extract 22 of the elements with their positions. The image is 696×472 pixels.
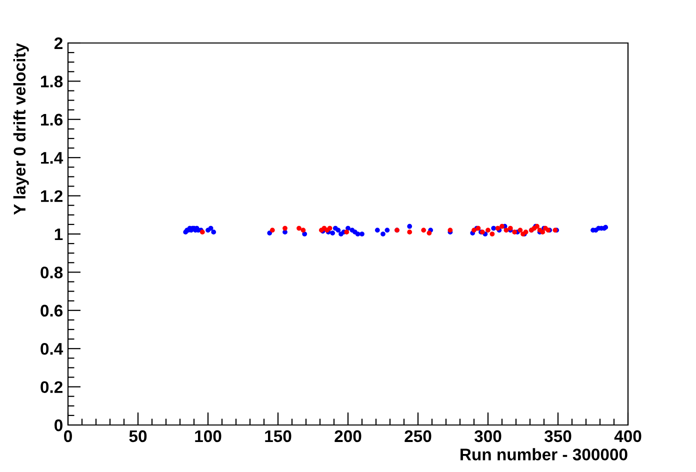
x-tick-label: 250: [404, 430, 432, 442]
x-tick-label: 400: [614, 430, 642, 442]
y-tick-label: 1.4: [41, 152, 64, 164]
y-tick-label: 1: [54, 228, 63, 240]
x-tick-label: 200: [334, 430, 362, 442]
y-tick-label: 1.6: [41, 114, 63, 126]
y-tick-label: 1.8: [41, 76, 63, 88]
y-tick-label: 2: [54, 37, 62, 50]
y-tick-label: 0.8: [40, 266, 63, 278]
x-tick-label: 50: [129, 430, 147, 442]
y-tick-label: 0.6: [40, 304, 63, 317]
x-tick-label: 100: [195, 430, 222, 442]
x-tick-label: 0: [64, 430, 72, 442]
x-tick-label: 300: [474, 430, 502, 442]
y-axis-title: Y layer 0 drift velocity: [13, 43, 29, 215]
y-tick-label: 0: [54, 419, 62, 432]
x-tick-label: 350: [544, 430, 572, 442]
y-tick-label: 1.2: [41, 190, 62, 202]
x-axis-title: Run number - 300000: [460, 448, 628, 460]
y-tick-label: 0.2: [40, 381, 62, 394]
y-tick-label: 0.4: [40, 343, 64, 355]
x-tick-label: 150: [265, 430, 292, 442]
